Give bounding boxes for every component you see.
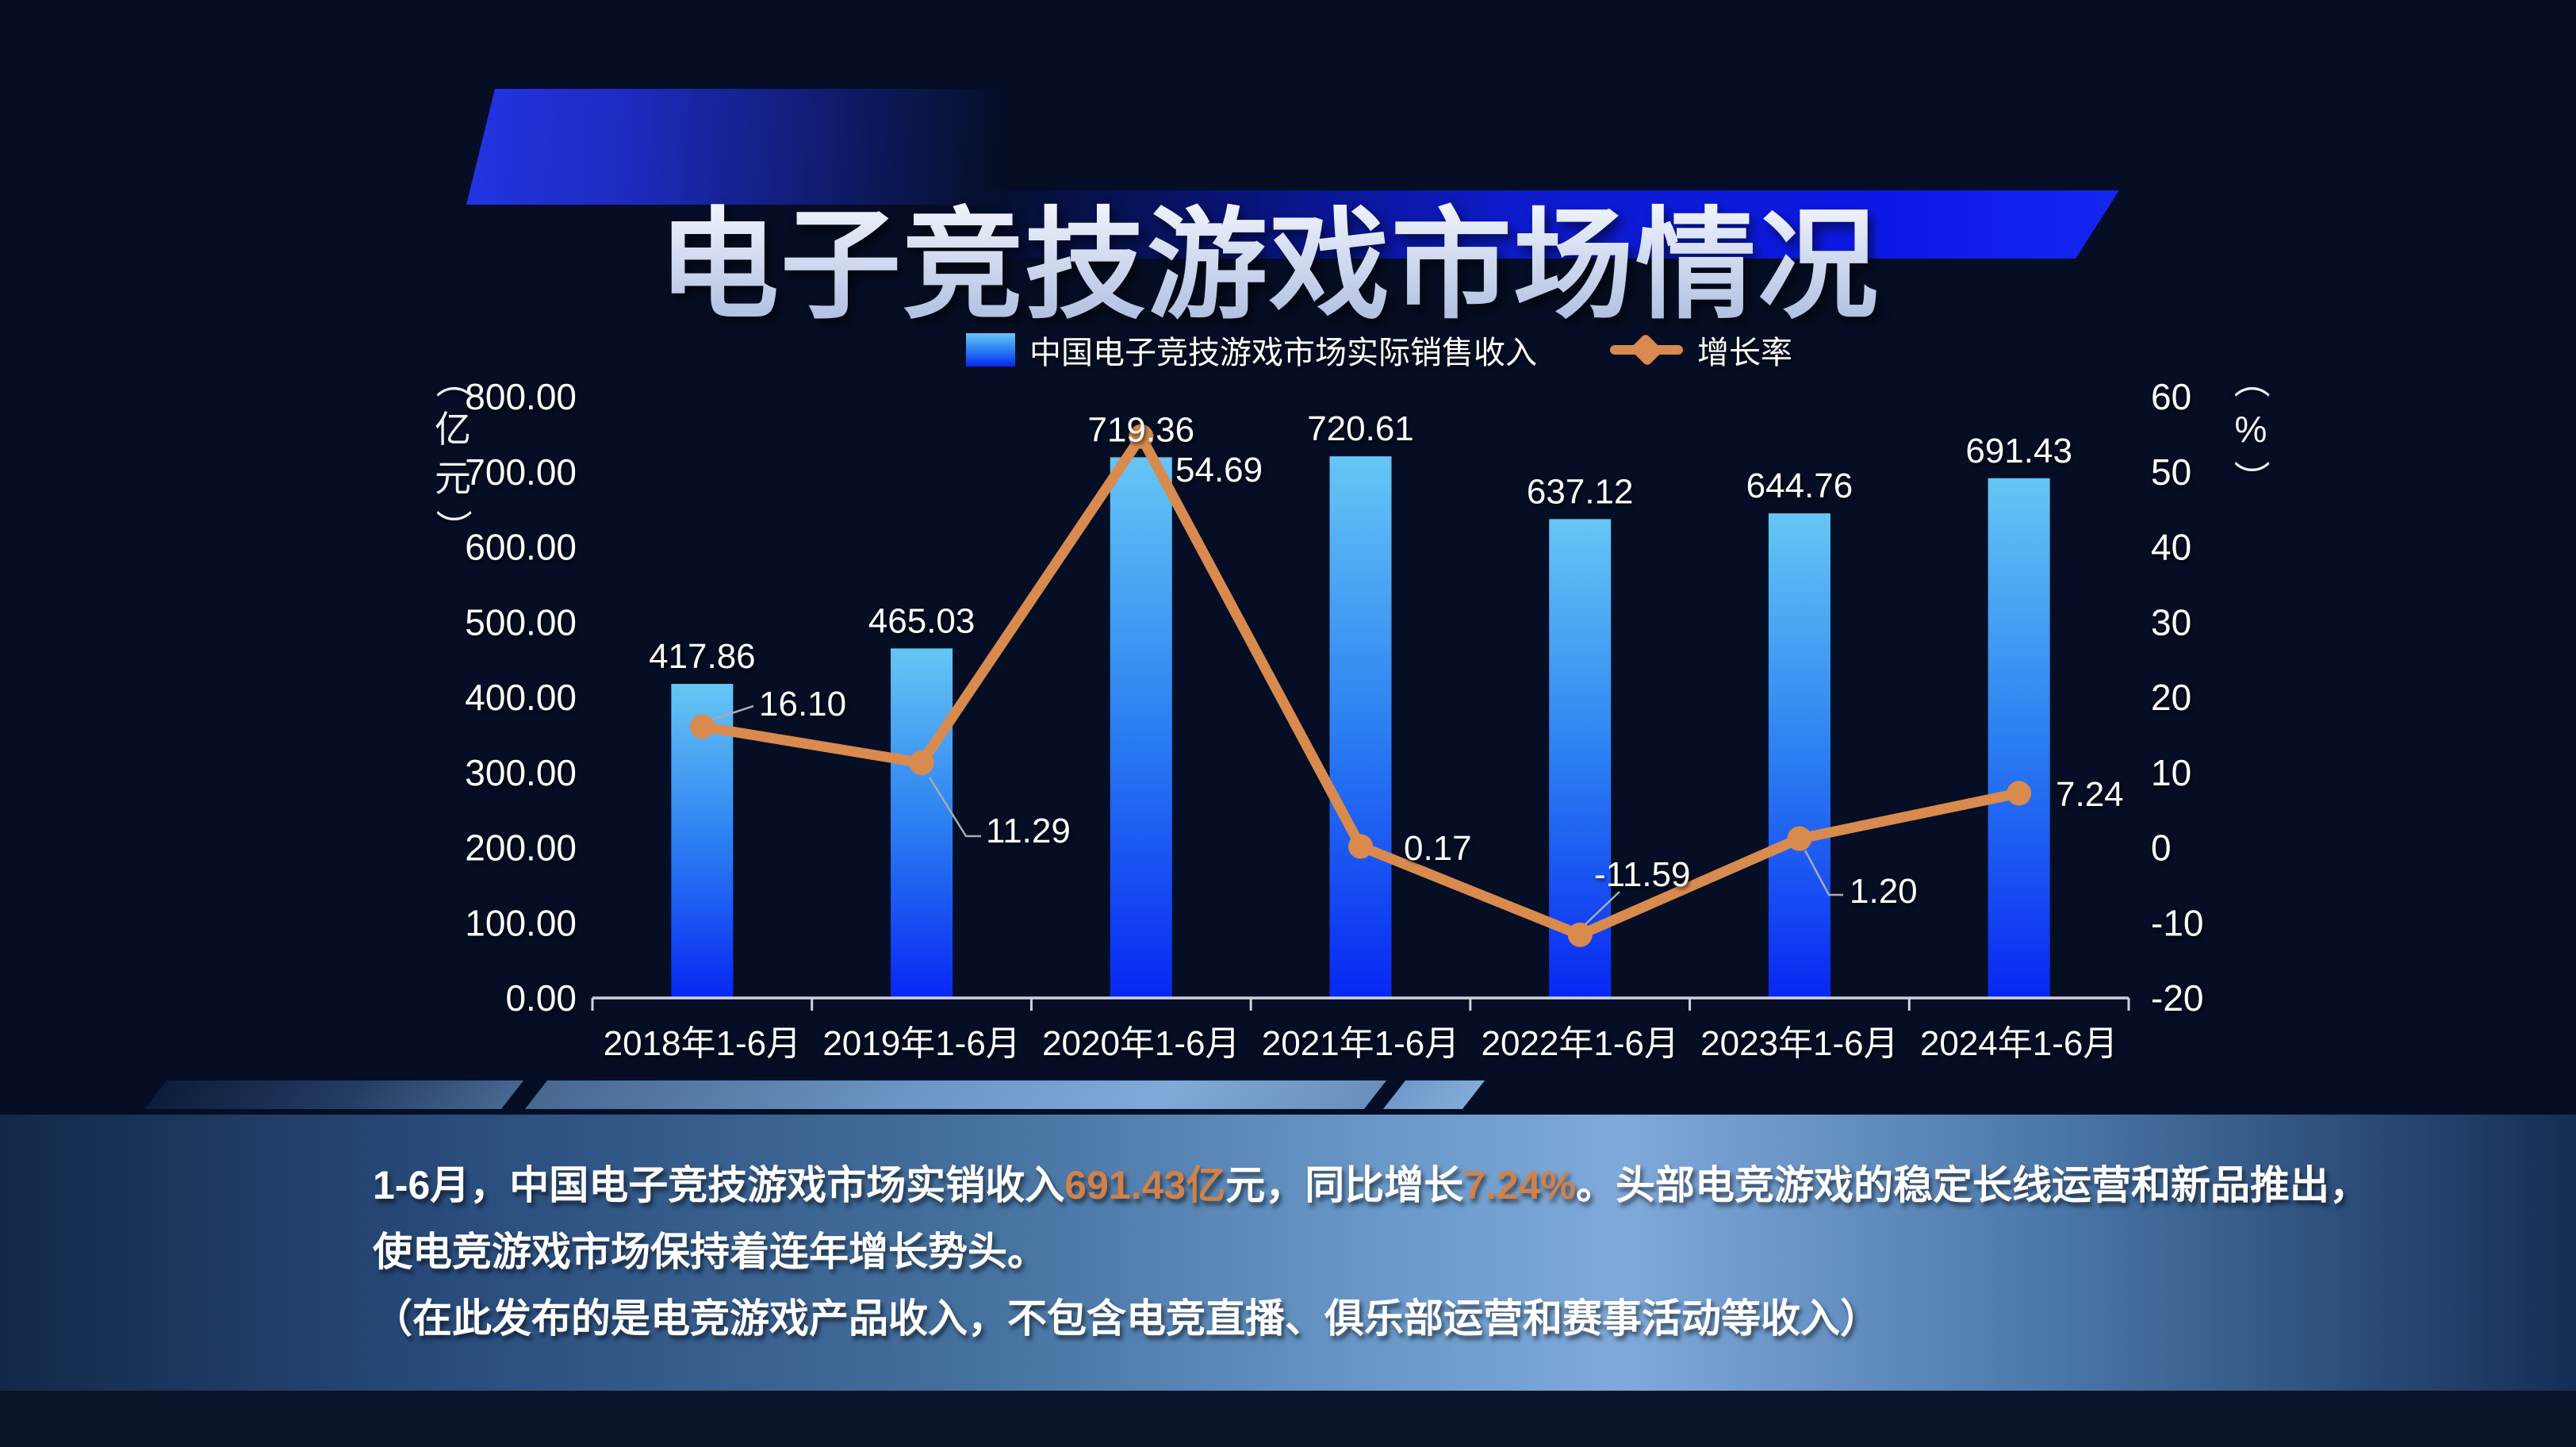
- x-axis-label: 2023年1-6月: [1700, 1024, 1898, 1063]
- legend-bar-swatch-icon: [966, 333, 1015, 367]
- line-value-label: 0.17: [1404, 829, 1472, 868]
- y-axis-tick-label-right: 40: [2151, 527, 2191, 568]
- summary-panel: [0, 1115, 2576, 1391]
- y-axis-tick-label-right: 0: [2151, 827, 2172, 869]
- legend-line-swatch-icon: [1610, 332, 1683, 367]
- y-axis-tick-label-right: -10: [2151, 902, 2203, 943]
- axis-unit-char: %: [2234, 409, 2267, 450]
- y-axis-tick-label-left: 0.00: [505, 977, 577, 1019]
- y-axis-tick-label-left: 700.00: [465, 451, 577, 493]
- y-axis-tick-label-right: 60: [2151, 376, 2191, 417]
- decor-strip-2: [524, 1080, 1387, 1109]
- footer-bar: [0, 1391, 2576, 1447]
- y-axis-tick-label-left: 300.00: [465, 752, 577, 793]
- page-title: 电子竞技游戏市场情况: [650, 182, 1888, 349]
- title-banner-bottom-shape: [961, 190, 2119, 259]
- y-axis-tick-label-right: 30: [2151, 601, 2191, 643]
- bar-value-label: 465.03: [868, 601, 976, 640]
- line-marker: [2007, 781, 2032, 806]
- bar: [1988, 478, 2050, 998]
- bar-value-label: 644.76: [1746, 466, 1853, 505]
- axis-unit-char: 亿: [435, 409, 471, 450]
- axis-unit-char: 元: [435, 458, 471, 499]
- x-axis-label: 2021年1-6月: [1262, 1024, 1459, 1063]
- axis-group: [591, 996, 2130, 1011]
- y-axis-tick-label-right: 50: [2151, 451, 2191, 493]
- labels-group: 417.86 465.03 719.36 720.61 637.12 644.76 691.…: [465, 376, 2203, 1063]
- x-axis-label: 2018年1-6月: [604, 1024, 801, 1063]
- y-axis-tick-label-left: 800.00: [465, 376, 577, 417]
- bar-value-label: 719.36: [1087, 410, 1194, 449]
- summary-paragraph: 1-6月，中国电子竞技游戏市场实销收入691.43亿元，同比增长7.24%。头部…: [373, 1152, 2403, 1285]
- line-marker: [909, 750, 934, 776]
- line-value-label: -11.59: [1594, 855, 1691, 894]
- line-value-label: 7.24: [2056, 775, 2124, 814]
- bars-group: [671, 456, 2050, 998]
- leader-line: [1584, 891, 1620, 926]
- x-axis-label: 2019年1-6月: [822, 1024, 1020, 1063]
- leader-line: [928, 777, 981, 838]
- line-value-label: 54.69: [1175, 451, 1263, 489]
- chart-legend: 中国电子竞技游戏市场实际销售收入 增长率: [966, 325, 1792, 374]
- y-axis-tick-label-left: 400.00: [465, 677, 577, 718]
- line-marker: [1129, 424, 1154, 449]
- bar: [891, 648, 953, 998]
- legend-line-label: 增长率: [1697, 336, 1792, 370]
- y-axis-tick-label-left: 200.00: [465, 827, 577, 869]
- y-axis-unit-right: （%）: [2230, 355, 2271, 503]
- line-marker: [1787, 826, 1812, 851]
- y-axis-tick-label-right: -20: [2151, 977, 2203, 1019]
- line-value-label: 11.29: [986, 812, 1071, 850]
- legend-bar-label: 中国电子竞技游戏市场实际销售收入: [1029, 336, 1537, 370]
- line-value-label: 16.10: [759, 685, 846, 724]
- title-banner-top-shape: [466, 89, 1158, 205]
- x-axis-label: 2022年1-6月: [1481, 1024, 1678, 1063]
- summary-text: 1-6月，中国电子竞技游戏市场实销收入691.43亿元，同比增长7.24%。头部…: [373, 1152, 2403, 1352]
- x-axis-label: 2024年1-6月: [1920, 1024, 2118, 1063]
- bar-value-label: 637.12: [1527, 472, 1634, 511]
- bar: [1549, 519, 1612, 998]
- x-axis-label: 2020年1-6月: [1042, 1024, 1240, 1063]
- bar: [1768, 513, 1830, 998]
- summary-highlight: 691.43亿: [1064, 1163, 1226, 1207]
- y-axis-tick-label-left: 100.00: [465, 902, 577, 943]
- y-axis-tick-label-left: 500.00: [465, 601, 577, 643]
- summary-run: 1-6月，中国电子竞技游戏市场实销收入: [373, 1163, 1065, 1207]
- bar-value-label: 691.43: [1965, 432, 2072, 470]
- y-axis-tick-label-left: 600.00: [465, 527, 577, 568]
- bar-value-label: 720.61: [1307, 409, 1414, 448]
- bar-value-label: 417.86: [649, 637, 756, 676]
- line-marker: [1348, 834, 1373, 859]
- summary-run: （在此发布的是电竞游戏产品收入，不包含电竞直播、俱乐部运营和赛事活动等收入）: [373, 1296, 1880, 1341]
- y-axis-unit-left: （亿元）: [432, 355, 473, 552]
- leader-line: [1804, 850, 1843, 896]
- leader-line: [709, 704, 754, 722]
- decor-strip-1: [144, 1080, 524, 1109]
- y-axis-tick-label-right: 10: [2151, 752, 2191, 793]
- bar: [1329, 456, 1392, 998]
- line-value-label: 1.20: [1850, 872, 1918, 911]
- summary-paragraph: （在此发布的是电竞游戏产品收入，不包含电竞直播、俱乐部运营和赛事活动等收入）: [373, 1285, 2403, 1352]
- summary-run: 元，同比增长: [1225, 1163, 1464, 1207]
- bar: [1110, 457, 1172, 998]
- summary-run: 。头部电竞游戏的稳定长线运营和新品推出，使电竞游戏市场保持着连年增长势头。: [373, 1163, 2369, 1274]
- y-axis-tick-label-right: 20: [2151, 677, 2191, 718]
- line-group: [689, 424, 2032, 947]
- line-marker: [1567, 922, 1593, 947]
- summary-highlight: 7.24%: [1463, 1163, 1576, 1207]
- line-marker: [689, 714, 715, 739]
